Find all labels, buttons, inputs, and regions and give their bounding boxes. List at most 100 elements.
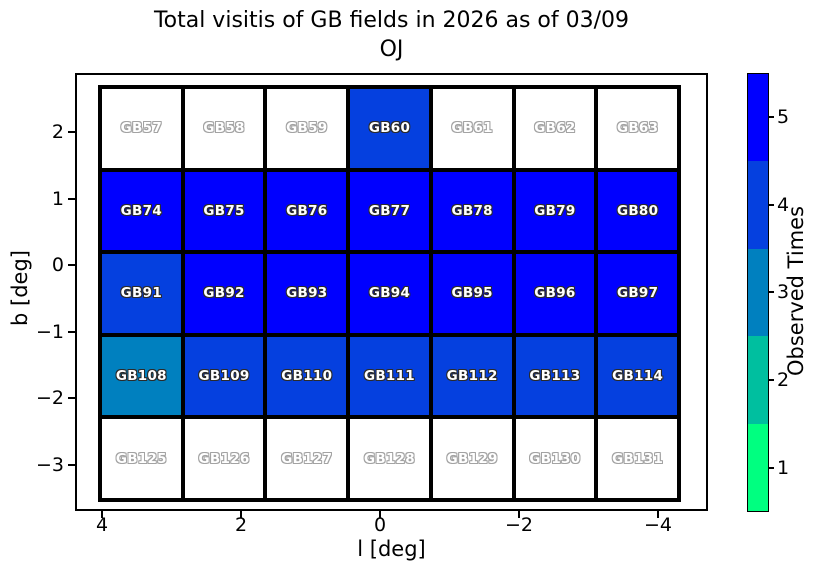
colorbar-tick-label: 2 bbox=[777, 369, 790, 391]
y-tick-mark bbox=[68, 331, 75, 333]
field-label-gb74: GB74 bbox=[120, 202, 163, 219]
x-axis-label: l [deg] bbox=[357, 537, 426, 561]
field-label-gb112: GB112 bbox=[446, 368, 498, 385]
field-cell-gb57: GB57 bbox=[100, 87, 183, 170]
field-cell-gb111: GB111 bbox=[348, 334, 431, 418]
field-cell-gb58: GB58 bbox=[182, 87, 266, 170]
field-label-gb91: GB91 bbox=[120, 285, 163, 302]
colorbar-tick-mark bbox=[768, 291, 774, 293]
x-tick-label: 2 bbox=[234, 514, 248, 536]
field-cell-gb76: GB76 bbox=[265, 169, 349, 253]
y-tick-label: 2 bbox=[51, 121, 64, 143]
field-label-gb63: GB63 bbox=[616, 120, 659, 137]
y-tick-label: −2 bbox=[35, 387, 64, 409]
field-cell-gb62: GB62 bbox=[513, 87, 597, 170]
field-label-gb109: GB109 bbox=[198, 368, 250, 385]
field-label-gb94: GB94 bbox=[368, 285, 411, 302]
chart-title: Total visitis of GB fields in 2026 as of… bbox=[153, 8, 630, 33]
field-label-gb59: GB59 bbox=[286, 120, 328, 137]
y-tick-label: −1 bbox=[35, 321, 64, 343]
field-label-gb96: GB96 bbox=[534, 285, 576, 302]
field-label-gb60: GB60 bbox=[368, 120, 411, 137]
colorbar-segment-3 bbox=[748, 248, 768, 337]
field-label-gb108: GB108 bbox=[115, 368, 167, 385]
field-label-gb75: GB75 bbox=[203, 202, 245, 219]
colorbar-tick-mark bbox=[768, 379, 774, 381]
field-label-gb80: GB80 bbox=[616, 202, 659, 219]
field-cell-gb130: GB130 bbox=[513, 417, 597, 500]
x-tick-label: 4 bbox=[95, 514, 109, 536]
field-label-gb127: GB127 bbox=[281, 450, 333, 467]
y-tick-mark bbox=[68, 264, 75, 266]
field-label-gb125: GB125 bbox=[115, 450, 167, 467]
field-cell-gb126: GB126 bbox=[182, 417, 266, 500]
y-tick-label: −3 bbox=[35, 454, 64, 476]
field-cell-gb112: GB112 bbox=[430, 334, 514, 418]
field-cell-gb127: GB127 bbox=[265, 417, 349, 500]
field-label-gb110: GB110 bbox=[281, 368, 333, 385]
field-cell-gb75: GB75 bbox=[182, 169, 266, 253]
field-cell-gb110: GB110 bbox=[265, 334, 349, 418]
x-tick-label: 0 bbox=[373, 514, 387, 536]
field-label-gb114: GB114 bbox=[612, 368, 664, 385]
y-tick-label: 0 bbox=[51, 254, 64, 276]
colorbar-tick-label: 3 bbox=[777, 281, 790, 303]
field-cell-gb78: GB78 bbox=[430, 169, 514, 253]
colorbar-segment-5 bbox=[748, 74, 768, 162]
field-label-gb78: GB78 bbox=[451, 202, 493, 219]
colorbar-segment-1 bbox=[748, 423, 768, 512]
field-label-gb58: GB58 bbox=[203, 120, 245, 137]
x-tick-label: −4 bbox=[643, 514, 672, 536]
field-label-gb129: GB129 bbox=[446, 450, 498, 467]
chart-subtitle: OJ bbox=[379, 37, 404, 62]
x-tick-mark bbox=[518, 511, 520, 518]
colorbar-tick-mark bbox=[768, 467, 774, 469]
field-label-gb126: GB126 bbox=[198, 450, 250, 467]
colorbar-segment-4 bbox=[748, 161, 768, 249]
field-label-gb57: GB57 bbox=[120, 120, 163, 137]
field-cell-gb91: GB91 bbox=[100, 252, 183, 335]
field-label-gb62: GB62 bbox=[534, 120, 576, 137]
field-label-gb92: GB92 bbox=[203, 285, 245, 302]
colorbar-segment-2 bbox=[748, 336, 768, 424]
y-tick-mark bbox=[68, 397, 75, 399]
field-cell-gb131: GB131 bbox=[596, 417, 679, 500]
field-cell-gb125: GB125 bbox=[100, 417, 183, 500]
field-cell-gb74: GB74 bbox=[100, 169, 183, 253]
field-label-gb61: GB61 bbox=[451, 120, 493, 137]
field-cell-gb92: GB92 bbox=[182, 252, 266, 335]
colorbar-label: Observed Times bbox=[784, 205, 808, 377]
field-cell-gb80: GB80 bbox=[596, 169, 679, 253]
x-tick-mark bbox=[101, 511, 103, 518]
field-cell-gb128: GB128 bbox=[348, 417, 431, 500]
field-label-gb113: GB113 bbox=[529, 368, 581, 385]
field-cell-gb63: GB63 bbox=[596, 87, 679, 170]
title-block: Total visitis of GB fields in 2026 as of… bbox=[75, 6, 708, 64]
field-label-gb93: GB93 bbox=[286, 285, 328, 302]
y-axis-label: b [deg] bbox=[8, 250, 32, 326]
field-cell-gb129: GB129 bbox=[430, 417, 514, 500]
colorbar-tick-label: 5 bbox=[777, 106, 790, 128]
field-label-gb128: GB128 bbox=[363, 450, 416, 467]
x-tick-mark bbox=[240, 511, 242, 518]
x-tick-label: −2 bbox=[504, 514, 533, 536]
field-grid: GB57 GB58 GB59 GB60 GB61 GB62 GB63 GB74 GB75 GB76… bbox=[98, 85, 681, 502]
y-tick-mark bbox=[68, 131, 75, 133]
colorbar-tick-label: 4 bbox=[777, 194, 790, 216]
field-cell-gb95: GB95 bbox=[430, 252, 514, 335]
colorbar-tick-label: 1 bbox=[777, 457, 790, 479]
field-label-gb79: GB79 bbox=[534, 202, 576, 219]
field-cell-gb79: GB79 bbox=[513, 169, 597, 253]
field-label-gb77: GB77 bbox=[368, 202, 411, 219]
field-label-gb130: GB130 bbox=[529, 450, 581, 467]
field-label-gb131: GB131 bbox=[612, 450, 664, 467]
field-cell-gb109: GB109 bbox=[182, 334, 266, 418]
field-label-gb111: GB111 bbox=[363, 368, 416, 385]
field-cell-gb97: GB97 bbox=[596, 252, 679, 335]
field-label-gb95: GB95 bbox=[451, 285, 493, 302]
field-cell-gb108: GB108 bbox=[100, 334, 183, 418]
field-cell-gb61: GB61 bbox=[430, 87, 514, 170]
colorbar-tick-mark bbox=[768, 116, 774, 118]
field-label-gb97: GB97 bbox=[616, 285, 659, 302]
